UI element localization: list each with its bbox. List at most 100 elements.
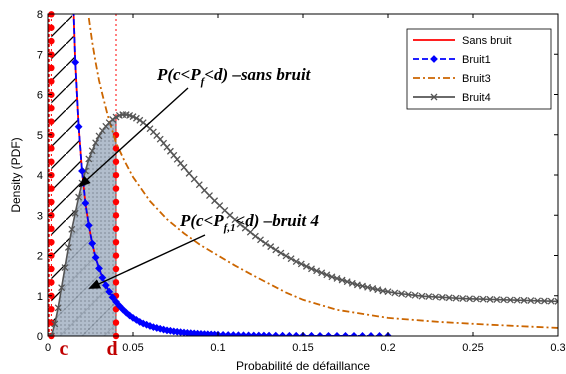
diamond-marker xyxy=(98,273,107,282)
bound-dot xyxy=(112,279,120,286)
diamond-marker xyxy=(84,221,93,230)
x-marker xyxy=(438,293,446,301)
x-marker xyxy=(277,249,285,257)
y-tick-label: 1 xyxy=(37,291,43,303)
y-tick-label: 8 xyxy=(37,9,43,21)
x-marker xyxy=(359,282,366,290)
bound-dot xyxy=(112,171,120,179)
diamond-marker xyxy=(249,331,258,336)
x-marker xyxy=(262,239,270,247)
x-marker xyxy=(136,116,144,124)
diamond-marker xyxy=(316,331,324,336)
series-bruit3 xyxy=(87,17,558,329)
bound-dot xyxy=(48,238,55,246)
x-tick-label: 0.3 xyxy=(550,342,565,354)
x-marker xyxy=(112,113,120,121)
x-tick-label: 0.05 xyxy=(122,342,143,354)
x-marker xyxy=(297,260,305,268)
x-marker xyxy=(534,297,542,305)
bound-dot xyxy=(48,104,55,112)
x-marker xyxy=(246,228,254,236)
x-marker xyxy=(109,115,117,123)
x-marker xyxy=(338,276,346,284)
x-marker xyxy=(432,293,440,301)
x-marker xyxy=(493,296,501,304)
x-tick-label: 0.15 xyxy=(292,342,313,354)
x-marker xyxy=(391,289,399,297)
diamond-marker xyxy=(95,264,103,273)
bound-dot xyxy=(48,185,55,192)
bound-dot xyxy=(48,24,55,31)
x-marker xyxy=(51,320,59,328)
x-marker xyxy=(292,258,300,265)
diamond-marker xyxy=(108,293,117,302)
annotation-arrow-bruit4 xyxy=(88,234,206,289)
x-marker xyxy=(343,278,351,286)
x-marker xyxy=(185,169,193,177)
x-marker xyxy=(459,295,467,303)
bound-dot xyxy=(112,158,120,165)
diamond-marker xyxy=(292,331,301,336)
y-tick-label: 2 xyxy=(37,251,43,263)
diamond-marker xyxy=(91,253,100,262)
x-marker xyxy=(48,332,55,336)
bound-dot xyxy=(112,252,120,259)
diamond-marker xyxy=(285,331,294,336)
diamond-marker xyxy=(101,281,110,290)
diamond-marker xyxy=(350,332,358,336)
diamond-marker xyxy=(78,167,86,175)
bound-dot xyxy=(112,198,120,206)
y-axis-label: Density (PDF) xyxy=(9,137,23,212)
x-marker xyxy=(506,296,514,304)
x-marker xyxy=(272,246,280,254)
x-marker xyxy=(132,114,140,122)
bound-dot xyxy=(48,279,55,286)
diamond-marker xyxy=(324,331,333,336)
x-marker xyxy=(323,271,331,279)
bound-dot xyxy=(112,319,120,326)
x-marker xyxy=(88,147,96,155)
x-marker xyxy=(554,297,558,305)
legend-item-bruit1: Bruit1 xyxy=(413,54,491,66)
diamond-marker xyxy=(278,331,287,336)
x-marker xyxy=(452,294,460,302)
x-marker xyxy=(68,225,76,233)
bound-dot xyxy=(48,225,55,232)
d-label: d xyxy=(106,338,117,360)
x-marker xyxy=(64,243,72,251)
bound-dot xyxy=(48,118,55,125)
x-marker xyxy=(374,286,382,294)
annotation-arrow-sans-bruit xyxy=(78,87,189,188)
diamond-marker xyxy=(265,331,273,336)
x-marker xyxy=(190,175,198,183)
bound-dot xyxy=(112,238,120,246)
x-marker xyxy=(302,262,310,270)
diamond-marker xyxy=(71,58,80,67)
x-marker xyxy=(251,232,259,240)
x-marker xyxy=(129,113,137,121)
x-marker xyxy=(267,243,275,251)
diamond-marker xyxy=(430,55,438,63)
diamond-marker xyxy=(271,331,280,336)
bound-dot xyxy=(48,198,55,206)
bound-dot xyxy=(112,225,120,232)
x-marker xyxy=(54,304,62,312)
series-bruit4 xyxy=(48,111,558,336)
x-axis-label: Probabilité de défaillance xyxy=(236,359,370,373)
x-marker xyxy=(445,294,453,302)
x-tick-label: 0.25 xyxy=(462,342,483,354)
x-marker xyxy=(425,293,433,301)
x-marker xyxy=(241,224,249,232)
x-marker xyxy=(308,265,315,273)
legend: Sans bruit Bruit1 Bruit3 Bruit4 xyxy=(406,28,552,110)
bound-dot xyxy=(48,319,55,326)
diamond-marker xyxy=(367,332,375,336)
bound-dot xyxy=(48,305,55,313)
legend-label: Sans bruit xyxy=(462,35,512,47)
x-marker xyxy=(466,295,474,303)
x-marker xyxy=(61,264,69,272)
series-bruit1 xyxy=(71,14,392,336)
x-marker xyxy=(547,297,555,305)
x-marker xyxy=(92,139,100,147)
